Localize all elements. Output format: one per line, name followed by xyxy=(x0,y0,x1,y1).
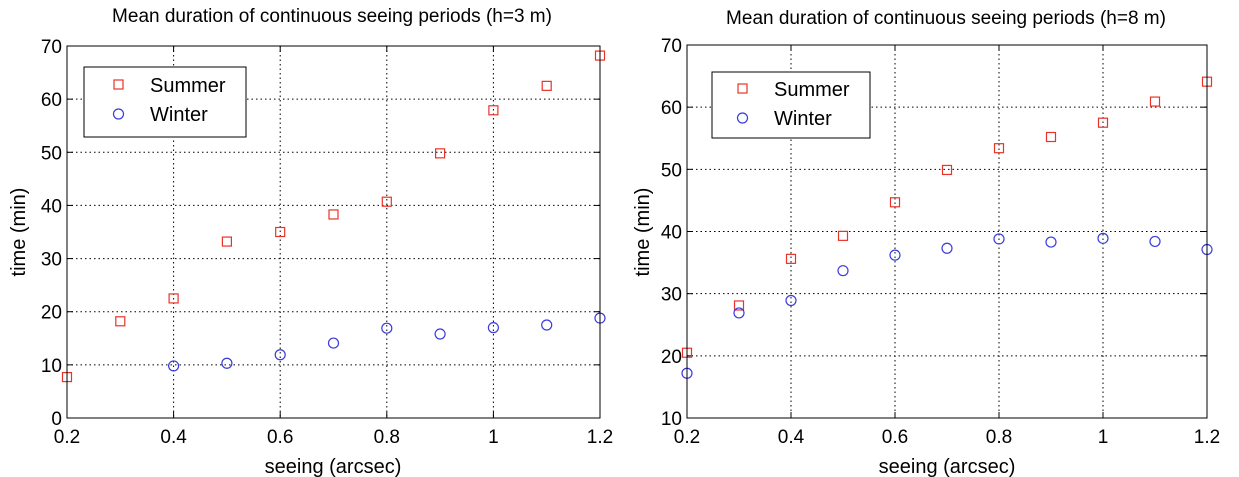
legend-label-winter: Winter xyxy=(150,104,208,126)
point-summer xyxy=(733,300,745,311)
y-tick-label: 10 xyxy=(41,356,62,377)
point-summer xyxy=(435,148,446,159)
point-winter xyxy=(837,265,849,277)
point-winter xyxy=(1097,232,1109,244)
y-tick-label: 20 xyxy=(41,303,62,324)
y-axis-label: time (min) xyxy=(8,188,30,277)
x-axis-label: seeing (arcsec) xyxy=(879,456,1016,477)
y-tick-label: 30 xyxy=(661,285,682,306)
legend-box xyxy=(83,66,247,138)
point-summer xyxy=(993,143,1005,154)
point-winter xyxy=(941,242,953,254)
y-tick-label: 60 xyxy=(41,90,62,111)
y-tick-label: 40 xyxy=(661,223,682,244)
point-summer xyxy=(1045,131,1057,143)
chart-panel-h3: Mean duration of continuous seeing perio… xyxy=(8,6,613,477)
y-axis-label: time (min) xyxy=(632,188,654,277)
y-tick-label: 70 xyxy=(41,37,62,58)
point-winter xyxy=(168,360,180,372)
x-tick-label: 1 xyxy=(488,427,499,448)
legend-label-winter: Winter xyxy=(774,108,832,130)
chart-h8: Mean duration of continuous seeing perio… xyxy=(632,8,1220,477)
y-tick-label: 50 xyxy=(661,160,682,181)
axes-frame xyxy=(686,44,1208,419)
point-summer xyxy=(541,80,552,91)
y-tick-label: 30 xyxy=(41,250,62,271)
point-winter xyxy=(733,307,745,319)
legend: Summer Winter xyxy=(83,66,247,138)
point-winter xyxy=(487,322,499,334)
point-summer xyxy=(889,197,901,208)
x-tick-label: 0.8 xyxy=(986,427,1012,448)
point-winter xyxy=(221,357,233,369)
legend-label-summer: Summer xyxy=(774,79,850,101)
y-tick-label: 50 xyxy=(41,143,62,164)
x-tick-label: 0.6 xyxy=(882,427,908,448)
point-winter xyxy=(1045,236,1057,248)
legend-label-summer: Summer xyxy=(150,75,226,97)
point-summer xyxy=(785,253,797,264)
point-winter xyxy=(381,322,393,334)
x-tick-label: 0.8 xyxy=(374,427,400,448)
y-tick-label: 10 xyxy=(661,409,682,430)
axes-frame xyxy=(66,45,601,419)
y-tick-label: 0 xyxy=(51,409,62,430)
chart-panel-h8: Mean duration of continuous seeing perio… xyxy=(620,0,1239,477)
point-summer xyxy=(275,226,286,238)
chart-h3: Mean duration of continuous seeing perio… xyxy=(8,6,613,477)
legend-marker-summer xyxy=(113,79,124,90)
x-tick-label: 0.4 xyxy=(778,427,805,448)
x-tick-label: 1 xyxy=(1098,427,1109,448)
point-winter xyxy=(327,337,340,349)
point-winter xyxy=(785,294,797,307)
chart-title: Mean duration of continuous seeing perio… xyxy=(112,6,552,27)
legend-marker-winter xyxy=(112,108,125,120)
point-summer xyxy=(381,196,392,207)
point-summer xyxy=(488,105,499,116)
point-summer xyxy=(1149,96,1161,107)
x-axis-label: seeing (arcsec) xyxy=(265,456,402,477)
legend-marker-summer xyxy=(737,83,748,94)
point-winter xyxy=(993,233,1005,245)
y-tick-label: 20 xyxy=(661,347,682,368)
plot-area: 0.2 0.4 0.6 0.8 1 1.2 10 20 30 40 50 60 70 xyxy=(661,36,1220,448)
point-summer xyxy=(221,236,232,247)
x-tick-label: 0.6 xyxy=(267,427,293,448)
x-tick-label: 0.4 xyxy=(160,427,187,448)
point-summer xyxy=(941,164,953,176)
chart-title: Mean duration of continuous seeing perio… xyxy=(726,8,1166,29)
point-winter xyxy=(434,328,446,340)
point-summer xyxy=(168,293,179,304)
point-summer xyxy=(328,209,339,220)
point-winter xyxy=(1149,235,1161,248)
x-tick-label: 0.2 xyxy=(674,427,700,448)
legend: Summer Winter xyxy=(711,71,871,139)
point-winter xyxy=(889,249,901,261)
legend-box xyxy=(711,71,871,139)
x-tick-label: 0.2 xyxy=(54,427,80,448)
point-winter xyxy=(541,319,553,331)
point-summer xyxy=(115,316,126,327)
point-winter xyxy=(274,349,286,361)
point-summer xyxy=(1097,117,1109,128)
y-tick-label: 40 xyxy=(41,196,62,217)
legend-marker-winter xyxy=(736,112,749,124)
x-tick-label: 1.2 xyxy=(1194,427,1220,448)
y-tick-label: 70 xyxy=(661,36,682,57)
x-tick-label: 1.2 xyxy=(587,427,613,448)
point-summer xyxy=(837,230,849,241)
y-tick-label: 60 xyxy=(661,98,682,119)
plot-area: 0.2 0.4 0.6 0.8 1 1.2 0 10 20 30 40 50 60 70 xyxy=(41,37,613,448)
